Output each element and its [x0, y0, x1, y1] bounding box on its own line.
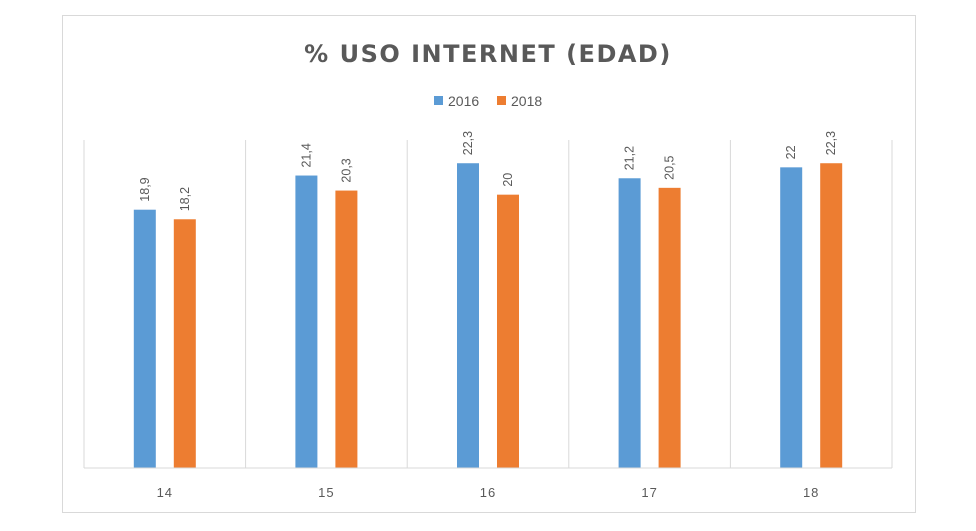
data-label-2016-18: 22	[784, 145, 798, 159]
legend: 2016 2018	[434, 93, 542, 109]
data-label-2016-14: 18,9	[138, 177, 152, 201]
bar-2016-18	[780, 167, 803, 469]
bar-2016-14	[133, 209, 156, 468]
bar-2016-17	[618, 178, 641, 468]
legend-label-2016: 2016	[448, 93, 479, 109]
data-label-2018-15: 20,3	[339, 158, 353, 182]
legend-label-2018: 2018	[511, 93, 542, 109]
x-tick-label: 14	[157, 485, 173, 500]
x-tick-label: 18	[803, 485, 819, 500]
x-axis-ticks: 14 15 16 17 18	[157, 485, 819, 500]
data-labels: 18,9 18,2 21,4 20,3 22,3 20 21,2 20,5 22 22,3	[138, 131, 838, 211]
data-label-2018-14: 18,2	[178, 187, 192, 211]
data-label-2016-17: 21,2	[623, 146, 637, 170]
chart-area	[62, 15, 916, 513]
bars	[133, 163, 843, 469]
bar-2018-16	[497, 194, 519, 468]
bar-2016-16	[457, 163, 479, 468]
bar-2018-18	[820, 163, 843, 468]
data-label-2016-16: 22,3	[461, 131, 475, 155]
data-label-2018-16: 20	[501, 173, 515, 187]
chart-title: % USO INTERNET (EDAD)	[304, 40, 672, 68]
data-label-2018-17: 20,5	[663, 155, 677, 179]
bar-2016-15	[295, 175, 318, 469]
x-tick-label: 17	[641, 485, 657, 500]
x-tick-label: 16	[480, 485, 496, 500]
bar-2018-17	[658, 187, 681, 469]
bar-2018-15	[335, 190, 358, 469]
x-tick-label: 15	[318, 485, 334, 500]
bar-2018-14	[173, 219, 196, 468]
gridlines	[83, 140, 893, 468]
legend-swatch-2018	[497, 96, 506, 105]
legend-swatch-2016	[434, 96, 443, 105]
data-label-2016-15: 21,4	[299, 143, 313, 167]
data-label-2018-18: 22,3	[824, 131, 838, 155]
